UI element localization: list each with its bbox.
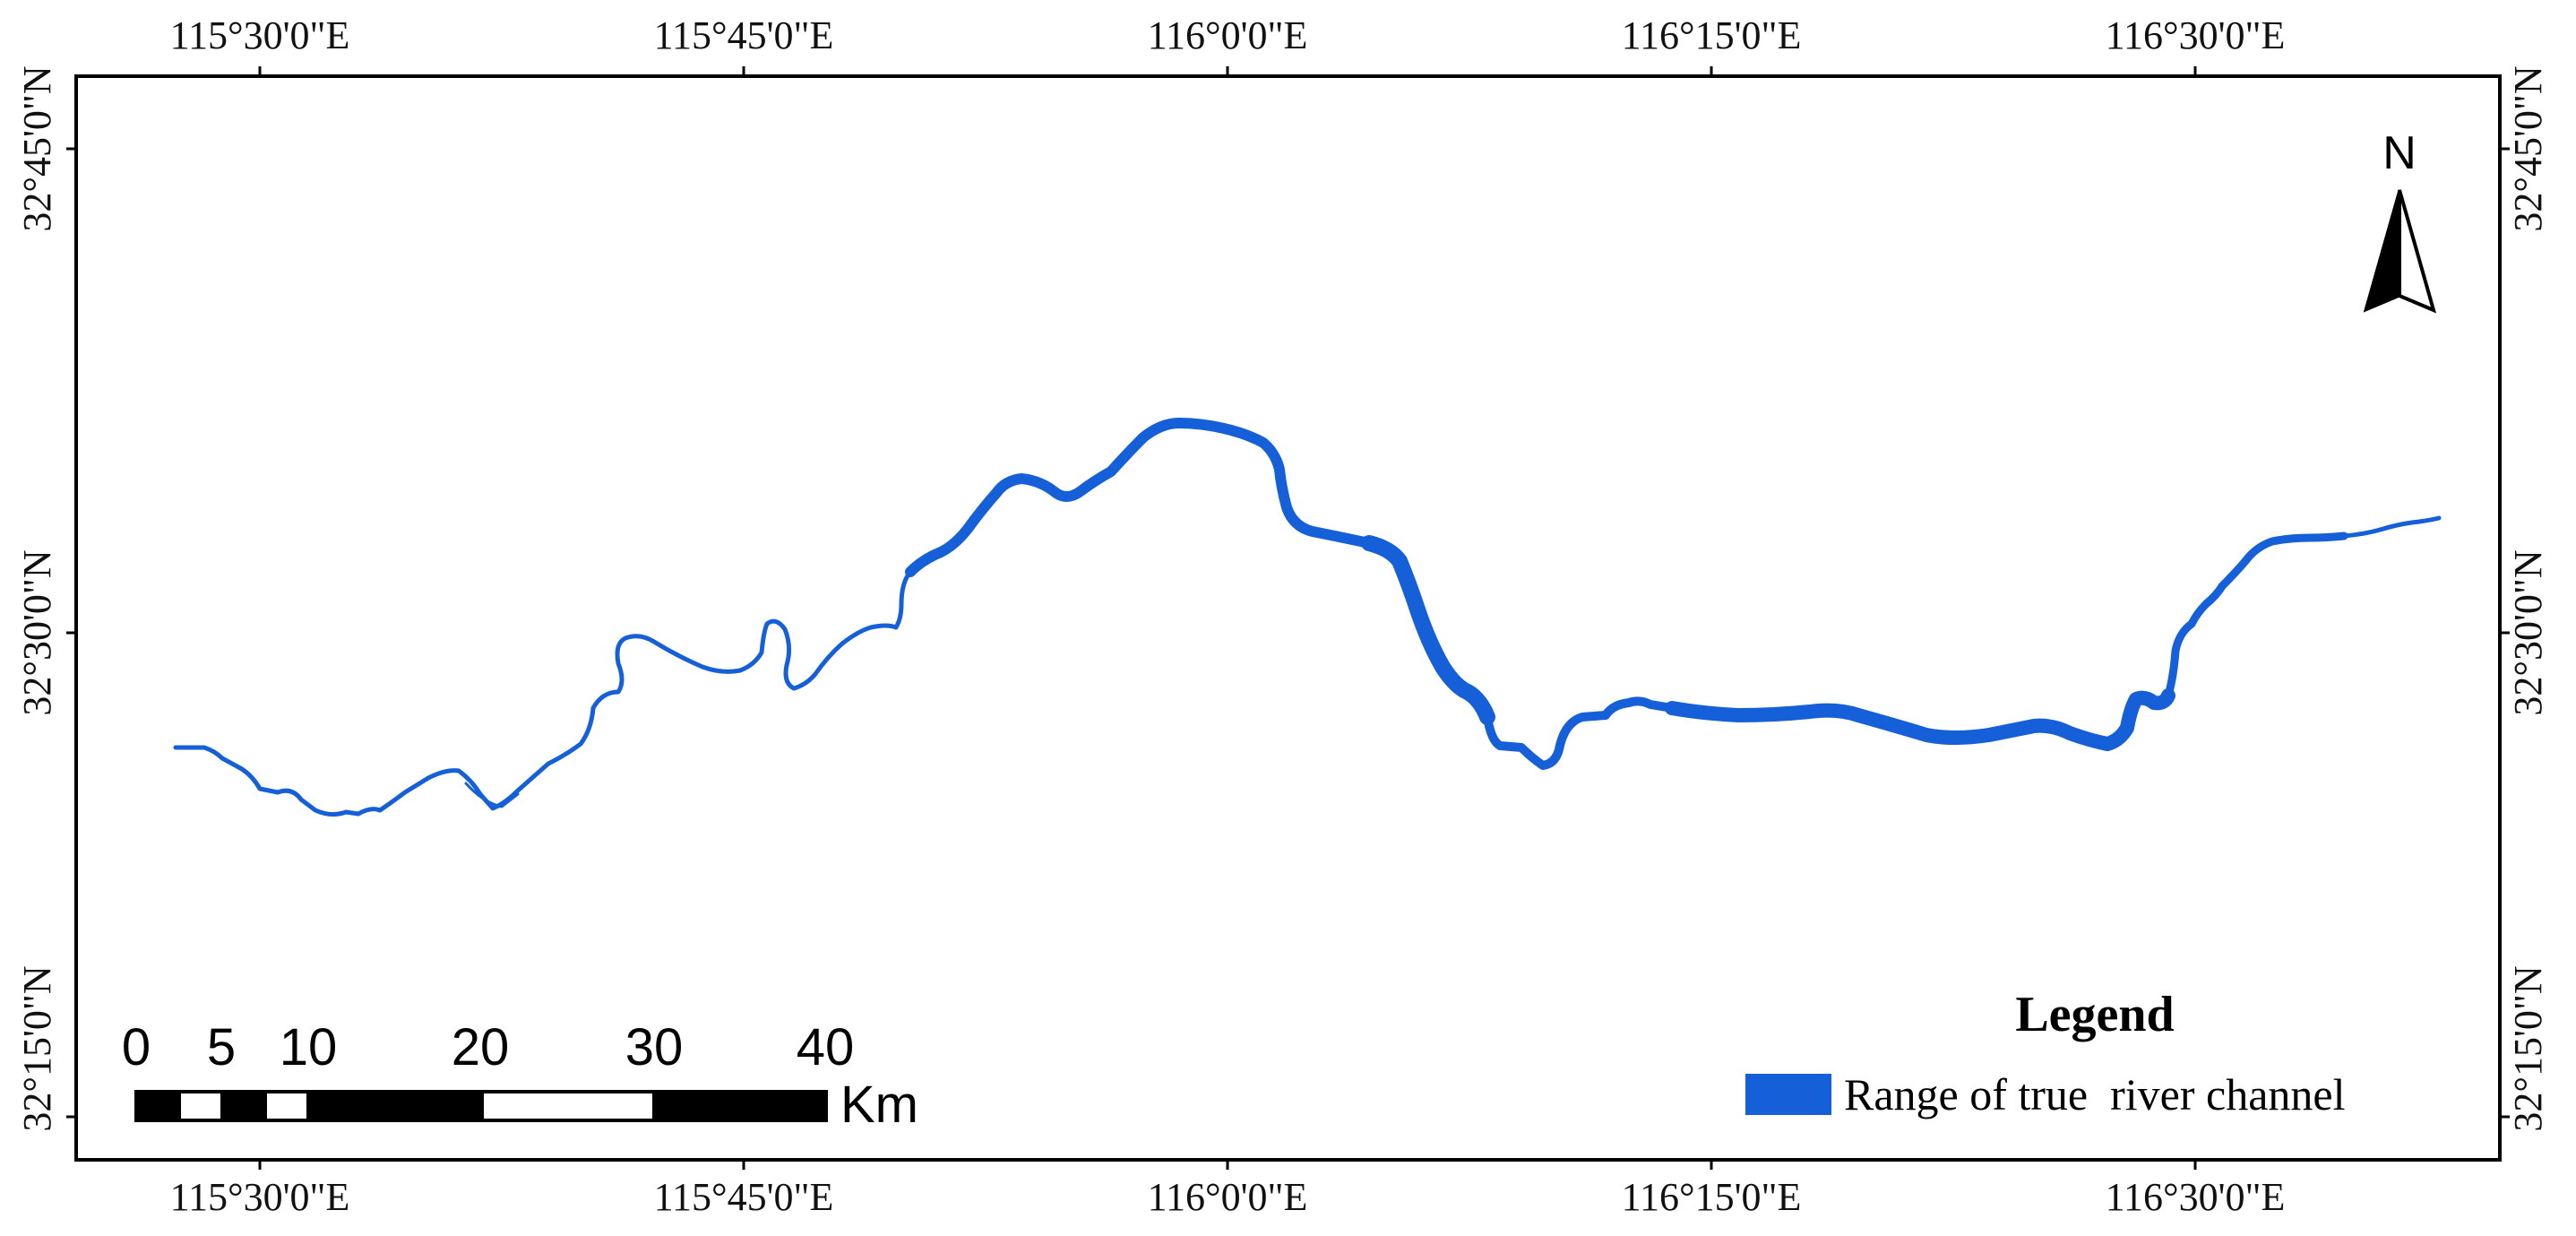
bottom-lon-label: 115°30'0"E [170, 1175, 350, 1219]
top-lon-label: 115°45'0"E [654, 13, 834, 57]
north-arrow-letter: N [2382, 127, 2417, 179]
top-longitude-labels: 115°30'0"E 115°45'0"E 116°0'0"E 116°15'0… [170, 13, 2286, 57]
right-lat-label: 32°30'0"N [2506, 549, 2550, 715]
top-lon-label: 115°30'0"E [170, 13, 350, 57]
right-lat-label: 32°15'0"N [2506, 965, 2550, 1131]
scale-label: 30 [625, 1018, 684, 1076]
river-channel [173, 418, 2442, 817]
river-wide-reach [1361, 535, 1495, 725]
bottom-lon-label: 116°0'0"E [1148, 1175, 1308, 1219]
scale-unit: Km [840, 1076, 918, 1134]
river-lower-reach [1483, 696, 1676, 770]
top-ticks [258, 66, 2197, 76]
side-ticks [66, 147, 2510, 1119]
river-outlet-segment [2341, 515, 2442, 539]
scale-bar: 0 5 10 20 30 40 Km [122, 1018, 918, 1134]
legend-swatch [1745, 1074, 1831, 1115]
bottom-lon-label: 115°45'0"E [654, 1175, 834, 1219]
north-arrow: N [2363, 127, 2437, 314]
river-upstream-side-channel [464, 782, 520, 808]
top-lon-label: 116°15'0"E [1622, 13, 1802, 57]
river-middle-segment [905, 418, 1374, 577]
scale-label: 20 [452, 1018, 510, 1076]
bottom-longitude-labels: 115°30'0"E 115°45'0"E 116°0'0"E 116°15'0… [170, 1175, 2286, 1219]
scale-bar-segments [134, 1090, 828, 1122]
top-lon-label: 116°0'0"E [1148, 13, 1308, 57]
bottom-ticks [258, 1160, 2197, 1170]
north-arrow-icon [2363, 189, 2437, 314]
right-lat-label: 32°45'0"N [2506, 65, 2550, 231]
bottom-lon-label: 116°30'0"E [2106, 1175, 2286, 1219]
legend-title: Legend [2015, 987, 2174, 1042]
river-downstream-wide [1665, 688, 2175, 751]
left-lat-label: 32°45'0"N [15, 65, 59, 231]
right-latitude-labels: 32°45'0"N 32°30'0"N 32°15'0"N [2506, 65, 2550, 1131]
legend-item-label: Range of true river channel [1844, 1069, 2345, 1119]
river-upstream-segment [173, 569, 913, 817]
map-frame [74, 74, 2502, 1162]
river-downstream-segment [2164, 532, 2348, 700]
left-lat-label: 32°15'0"N [15, 965, 59, 1131]
left-latitude-labels: 32°45'0"N 32°30'0"N 32°15'0"N [15, 65, 59, 1131]
bottom-lon-label: 116°15'0"E [1622, 1175, 1802, 1219]
top-lon-label: 116°30'0"E [2106, 13, 2286, 57]
left-lat-label: 32°30'0"N [15, 549, 59, 715]
legend: Legend Range of true river channel [1745, 987, 2345, 1119]
scale-label: 10 [280, 1018, 338, 1076]
scale-label: 40 [797, 1018, 855, 1076]
scale-label: 0 [122, 1018, 151, 1076]
scale-label: 5 [207, 1018, 236, 1076]
